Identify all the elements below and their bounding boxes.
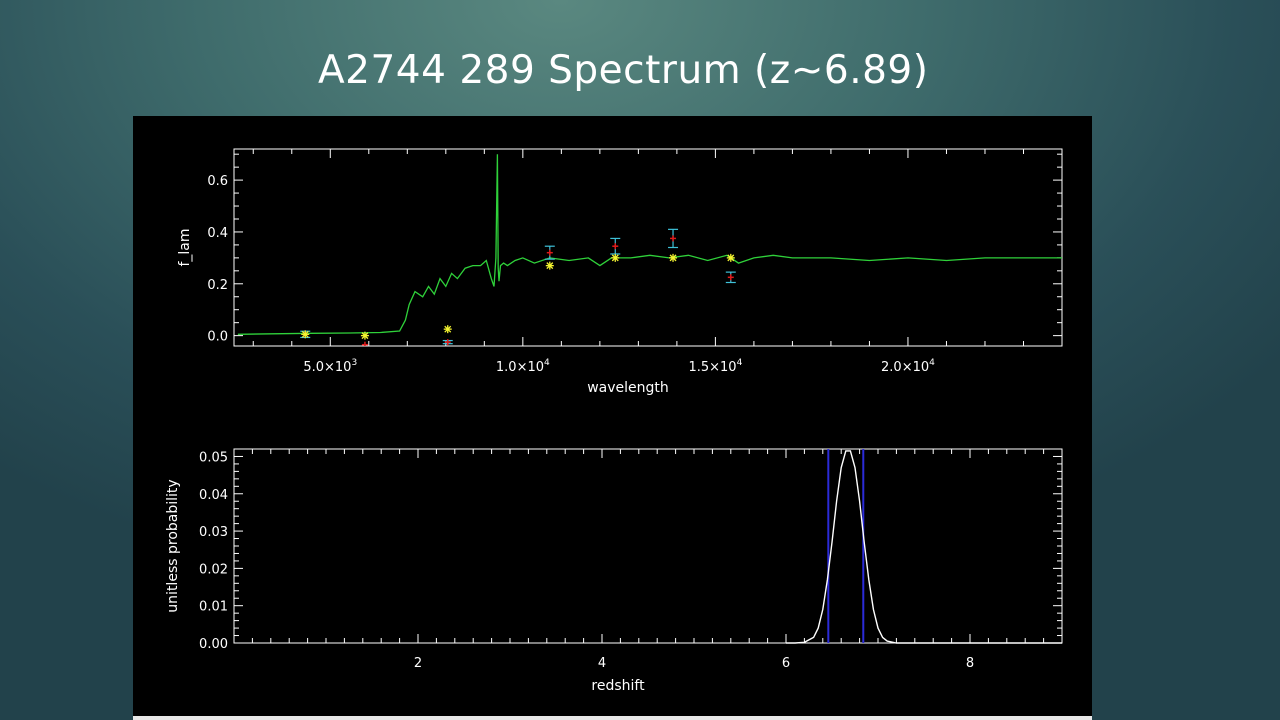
y-axis-label: f_lam: [177, 228, 193, 266]
pdf-plot-frame: [233, 448, 1063, 644]
y-tick-label: 0.04: [199, 488, 228, 503]
model-point: [545, 261, 554, 270]
x-tick-label: 8: [966, 656, 974, 671]
x-tick-label: 2: [414, 656, 422, 671]
y-tick-label: 0.00: [199, 637, 228, 652]
y-tick-label: 0.6: [207, 174, 228, 189]
x-tick-label: 2.0×104: [881, 358, 935, 375]
figure-panel: 5.0×103 1.0×104 1.5×104 2.0×104 0.0 0.2 0.4 0.6…: [133, 116, 1092, 720]
spectrum-figure: 5.0×103 1.0×104 1.5×104 2.0×104 0.0 0.2 0.4 0.6…: [165, 148, 1063, 694]
model-point: [669, 253, 678, 262]
x-axis-label: redshift: [591, 678, 645, 694]
model-point-stroke: [444, 325, 452, 333]
x-tick-label: 1.0×104: [496, 358, 550, 375]
model-point-stroke: [361, 332, 369, 340]
y-tick-label: 0.4: [207, 226, 228, 241]
y-tick-label: 0.2: [207, 278, 228, 293]
y-tick-label: 0.0: [207, 330, 228, 345]
model-point-stroke: [301, 330, 309, 338]
model-point-stroke: [669, 254, 677, 262]
model-point: [301, 330, 310, 339]
x-axis-label: wavelength: [587, 380, 669, 396]
x-tick-label: 5.0×103: [303, 358, 357, 375]
model-point: [611, 253, 620, 262]
y-tick-label: 0.05: [199, 450, 228, 465]
model-point: [443, 325, 452, 334]
y-axis-label: unitless probability: [165, 479, 181, 612]
redshift-pdf-curve: [786, 450, 1062, 644]
spectrum-data: [237, 154, 1062, 346]
model-point-stroke: [546, 262, 554, 270]
model-point: [726, 253, 735, 262]
y-tick-label: 0.03: [199, 525, 228, 540]
model-point-stroke: [727, 254, 735, 262]
x-tick-label: 6: [782, 656, 790, 671]
slide-title: A2744 289 Spectrum (z~6.89): [318, 48, 929, 93]
model-point-stroke: [611, 254, 619, 262]
model-point: [360, 331, 369, 340]
x-tick-label: 1.5×104: [688, 358, 742, 375]
model-spectrum-line: [237, 154, 1062, 335]
y-tick-label: 0.02: [199, 562, 228, 577]
spectrum-plot-frame: [233, 148, 1063, 347]
y-tick-label: 0.01: [199, 600, 228, 615]
x-tick-label: 4: [598, 656, 606, 671]
figure-bottom-border: [133, 716, 1092, 720]
